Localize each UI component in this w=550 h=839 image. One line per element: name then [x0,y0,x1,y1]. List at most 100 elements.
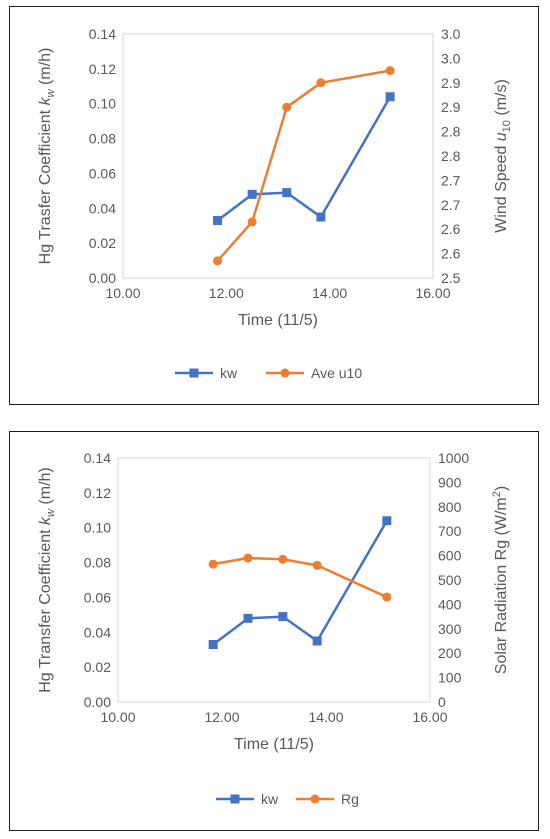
chart-1-y2-tick-label: 900 [438,474,462,490]
chart-0-legend-marker-1 [280,368,290,378]
chart-0-series-0-point [282,188,292,198]
chart-1-y2-tick-label: 700 [438,523,462,539]
chart-0-y-axis-label-text: Hg Trasfer Coefficient [37,105,54,264]
chart-1-y-tick-label: 0.08 [84,555,111,571]
chart-1-series-0-point [382,516,392,526]
chart-0-y-tick-label: 0.06 [89,165,116,181]
chart-1-legend-label-1: Rg [341,791,359,807]
chart-0-series-0-point [316,212,326,222]
chart-0-y-tick-label: 0.00 [89,270,116,286]
chart-1-series-0-line [212,520,388,646]
chart-1-y2-tick-label: 0 [438,694,446,710]
chart-1-y2-tick-label: 400 [438,596,462,612]
chart-1-legend-marker-1 [310,794,320,804]
chart-1-x-tick-label: 14.00 [308,709,343,725]
chart-0-y2-axis-label-symbol: u [493,132,510,145]
chart-0-y2-tick-label: 2.6 [441,221,461,237]
chart-1-y-tick-label: 0.06 [84,589,111,605]
chart-1-series-1-point [278,554,288,564]
chart-0-y2-axis-label-text: Wind Speed [493,146,510,233]
chart-1-y2-tick-label: 600 [438,548,462,564]
chart-0-legend-label-1: Ave u10 [311,365,362,381]
chart-1-series-1-point [208,559,218,569]
chart-1-legend-marker-0 [230,794,240,804]
chart-0-series-1-point [316,78,326,88]
chart-1-y-axis-label-symbol: k [37,516,54,525]
chart-0-y2-tick-label: 2.8 [441,148,461,164]
chart-1-series-1-point [243,553,253,563]
chart-0-x-tick-label: 12.00 [209,285,244,301]
chart-0-legend-label-0: kw [220,365,238,381]
chart-0-series-0-point [247,189,257,199]
chart-0-y-tick-label: 0.04 [89,200,116,216]
chart-1-y2-tick-label: 1000 [438,450,469,466]
chart-1-y2-tick-label: 800 [438,499,462,515]
chart-1-y-tick-label: 0.00 [84,694,111,710]
chart-1-y-axis-label-subscript: w [45,508,57,517]
chart-top-svg: 0.00 0.02 0.04 0.06 0.08 0.10 0.12 0.14 2.5 2.6 2.… [37,26,513,381]
chart-0-y-tick-label: 0.02 [89,235,116,251]
chart-0-y-axis-label: Hg Trasfer Coefficient kw (m/h) [37,48,57,265]
chart-1-series-0-point [208,639,218,649]
chart-0-series-1-point [247,217,257,227]
chart-0-y-tick-label: 0.12 [89,61,116,77]
chart-1-y2-axis-label: Solar Radiation Rg (W/m2) [491,486,510,674]
chart-0-y2-tick-label: 3.0 [441,50,461,66]
chart-0-y-axis-label-subscript: w [45,88,57,97]
chart-1-y2-axis-label-unit: (W/m [493,497,510,540]
chart-1-y-axis-label-unit: (m/h) [37,467,54,509]
chart-1-series-0-point [243,613,253,623]
chart-0-series-0-point [213,215,223,225]
chart-1-series-0-point [312,636,322,646]
chart-0-y2-tick-label: 2.7 [441,197,461,213]
chart-1-y-tick-label: 0.12 [84,485,111,501]
chart-0-series-1-point [213,256,223,266]
chart-1-y2-axis-label-unit-end: ) [493,486,510,491]
chart-1-x-axis-label: Time (11/5) [234,736,314,753]
chart-0-series-1-point [385,66,395,76]
chart-1-plot-area [117,457,431,703]
chart-0-y-tick-label: 0.10 [89,96,116,112]
chart-1-x-tick-label: 10.00 [100,709,135,725]
chart-0-y-tick-label: 0.08 [89,131,116,147]
chart-0-y2-axis-label-subscript: 10 [501,120,513,132]
chart-0-y2-tick-label: 2.9 [441,99,461,115]
chart-1-y2-axis-label-superscript: 2 [491,491,503,497]
chart-1-y-axis-label-text: Hg Transfer Coefficient [37,525,54,693]
chart-1-y2-tick-label: 300 [438,621,462,637]
chart-bottom-panel: 0.00 0.02 0.04 0.06 0.08 0.10 0.12 0.14 0 100 200 3… [9,431,539,831]
chart-1-y2-axis-label-text: Solar Radiation Rg [493,540,510,674]
chart-0-series-1-line [216,69,391,262]
chart-1-y2-tick-label: 100 [438,670,462,686]
chart-0-y2-tick-label: 2.8 [441,124,461,140]
chart-1-series-1-point [312,560,322,570]
chart-0-y-axis-label-symbol: k [37,96,54,105]
chart-0-y2-tick-label: 2.5 [441,270,461,286]
chart-0-x-tick-label: 10.00 [105,285,140,301]
chart-0-plot-area [122,33,434,279]
chart-0-y-axis-label-unit: (m/h) [37,48,54,90]
chart-top-panel: 0.00 0.02 0.04 0.06 0.08 0.10 0.12 0.14 2.5 2.6 2.… [9,6,539,405]
chart-0-y2-tick-label: 3.0 [441,26,461,42]
chart-0-series-1-point [282,102,292,112]
chart-0-x-tick-label: 14.00 [312,285,347,301]
chart-1-y-tick-label: 0.04 [84,624,111,640]
chart-1-y2-tick-label: 500 [438,572,462,588]
chart-1-y-tick-label: 0.02 [84,659,111,675]
chart-0-y2-axis-label-unit: (m/s) [493,79,510,120]
chart-1-y-tick-label: 0.10 [84,520,111,536]
chart-0-y-tick-label: 0.14 [89,26,116,42]
chart-0-y2-tick-label: 2.7 [441,172,461,188]
chart-0-legend-marker-0 [189,368,199,378]
chart-0-y2-tick-label: 2.9 [441,75,461,91]
chart-0-x-axis-label: Time (11/5) [238,312,318,329]
chart-0-series-0-point [385,92,395,102]
chart-0-y2-tick-label: 2.6 [441,246,461,262]
chart-1-y2-tick-label: 200 [438,645,462,661]
chart-1-series-1-point [382,592,392,602]
chart-0-x-tick-label: 16.00 [415,285,450,301]
chart-1-y-axis-label: Hg Transfer Coefficient kw (m/h) [37,467,57,693]
chart-1-legend-label-0: kw [261,791,279,807]
chart-bottom-svg: 0.00 0.02 0.04 0.06 0.08 0.10 0.12 0.14 0 100 200 3… [37,450,510,807]
chart-0-y2-axis-label: Wind Speed u10 (m/s) [493,79,513,233]
